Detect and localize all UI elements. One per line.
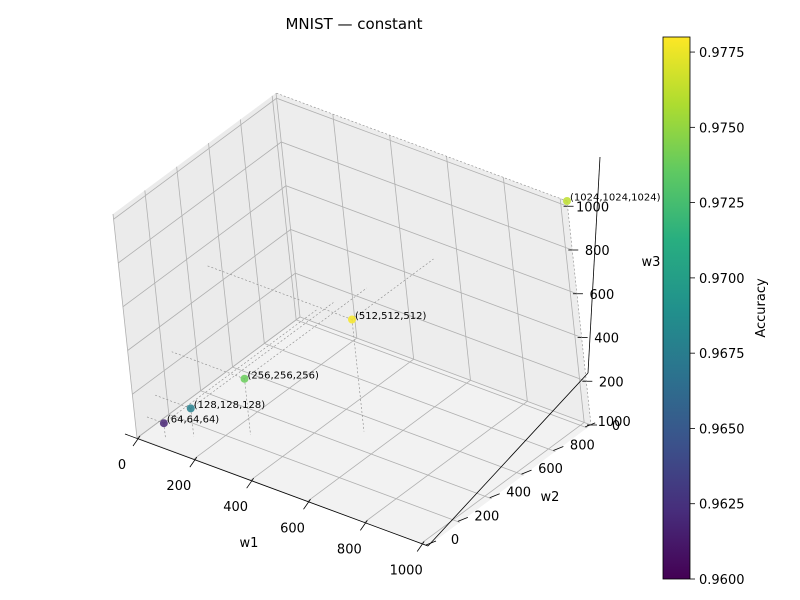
z-tick-label: 800 [585, 244, 610, 259]
z-axis-ticks: 0 200 400 600 800 1000 [563, 200, 624, 434]
x-axis-label: w1 [240, 536, 259, 551]
x-tick-label: 400 [223, 500, 248, 515]
y-tick-label: 200 [474, 509, 499, 524]
data-point-label: (256,256,256) [248, 370, 320, 381]
data-point [186, 404, 195, 413]
data-point [348, 315, 356, 324]
data-point-label: (512,512,512) [355, 311, 427, 322]
z-tick-label: 0 [612, 419, 620, 434]
y-axis-label: w2 [541, 490, 560, 505]
colorbar-tick-label: 0.9700 [699, 272, 745, 287]
z-tick-label: 400 [594, 332, 619, 347]
colorbar-label: Accuracy [754, 278, 769, 338]
data-point [240, 374, 249, 383]
colorbar-tick-label: 0.9625 [699, 498, 745, 513]
x-tick-label: 800 [337, 542, 362, 557]
y-tick-label: 800 [570, 438, 595, 453]
x-tick-label: 200 [166, 479, 191, 494]
colorbar-tick-label: 0.9650 [699, 422, 745, 437]
x-axis-ticks: 0 200 400 600 800 1000 [118, 435, 425, 578]
z-tick-label: 1000 [576, 200, 609, 215]
x-tick-label: 1000 [390, 563, 423, 578]
data-point-label: (128,128,128) [194, 400, 266, 411]
colorbar: 0.9600 0.9625 0.9650 0.9675 0.9700 0.9725 0.97… [662, 36, 769, 588]
data-points: (64,64,64) (128,128,128) (256,256,256) (512… [159, 193, 661, 428]
data-point [563, 197, 571, 205]
colorbar-tick-label: 0.9675 [699, 347, 745, 362]
drop-lines [145, 92, 592, 438]
colorbar-tick-label: 0.9750 [699, 121, 745, 136]
colorbar-tick-label: 0.9600 [699, 573, 745, 588]
colorbar-tick-label: 0.9725 [699, 197, 745, 212]
y-tick-label: 600 [538, 462, 563, 477]
x-tick-label: 0 [118, 458, 126, 473]
grid-lines [112, 92, 592, 547]
data-point-label: (64,64,64) [167, 415, 219, 426]
y-tick-label: 400 [506, 486, 531, 501]
z-tick-label: 600 [590, 288, 615, 303]
axis-lines [124, 156, 601, 547]
colorbar-gradient [662, 36, 691, 580]
z-axis-label: w3 [642, 255, 661, 270]
y-tick-label: 0 [451, 533, 459, 548]
z-tick-label: 200 [599, 375, 624, 390]
data-point-label: (1024,1024,1024) [570, 193, 661, 204]
data-point [159, 419, 168, 428]
x-tick-label: 600 [280, 521, 305, 536]
colorbar-tick-label: 0.9775 [699, 46, 745, 61]
y-tick-label: 1000 [598, 415, 631, 430]
colorbar-ticks: 0.9600 0.9625 0.9650 0.9675 0.9700 0.9725 0.97… [690, 46, 745, 588]
chart-title: MNIST — constant [285, 15, 422, 33]
